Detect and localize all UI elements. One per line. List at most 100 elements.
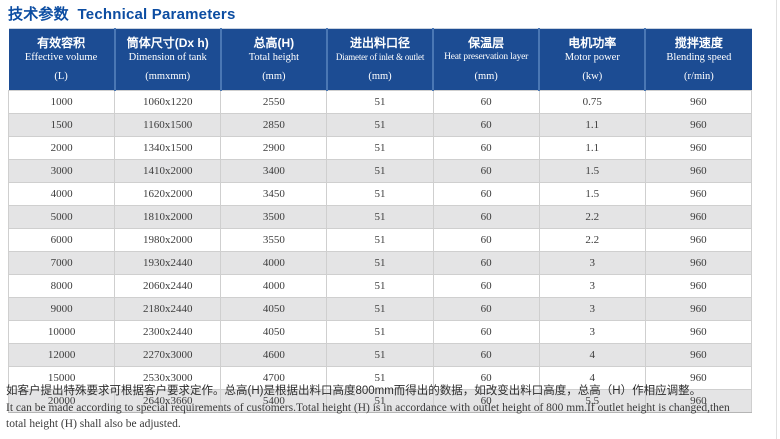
table-cell: 960: [644, 320, 753, 344]
technical-parameters-table: 有效容积 Effective volume (L) 筒体尺寸(Dx h) Dimensi…: [7, 28, 753, 413]
table-cell: 4000: [220, 251, 328, 275]
table-cell: 960: [644, 113, 753, 137]
table-cell: 4050: [220, 320, 328, 344]
table-cell: 1340x1500: [114, 136, 222, 160]
column-header: 搅拌速度 Blending speed (r/min): [645, 28, 752, 91]
table-cell: 2180x2440: [114, 297, 222, 321]
table-cell: 4050: [220, 297, 328, 321]
table-cell: 960: [644, 389, 753, 413]
table-cell: 60: [432, 90, 540, 114]
footnote-english-line1: It can be made according to special requ…: [6, 402, 730, 414]
table-cell: 1060x1220: [114, 90, 222, 114]
footnote: 如客户提出特殊要求可根据客户要求定作。总高(H)是根据出料口高度800mm而得出…: [6, 383, 768, 432]
table-cell: 12000: [7, 343, 116, 367]
column-header-english: Dimension of tank: [128, 52, 207, 63]
column-header-unit: (mmxmm): [145, 71, 191, 82]
table-body: 1000 1060x1220 2550 51 60 0.75 960 1500 1160x150…: [7, 90, 753, 413]
table-cell: 4600: [220, 343, 328, 367]
table-cell: 960: [644, 205, 753, 229]
column-header-english: Heat preservation layer: [444, 52, 529, 62]
table-cell: 1410x2000: [114, 159, 222, 183]
table-cell: 1810x2000: [114, 205, 222, 229]
table-cell: 1.5: [538, 182, 646, 206]
table-cell: 1980x2000: [114, 228, 222, 252]
table-cell: 3450: [220, 182, 328, 206]
table-cell: 4000: [7, 182, 116, 206]
table-cell: 0.75: [538, 90, 646, 114]
table-cell: 60: [432, 228, 540, 252]
table-cell: 60: [432, 274, 540, 298]
table-row: 4000 1620x2000 3450 51 60 1.5 960: [7, 182, 753, 206]
table-cell: 51: [326, 113, 434, 137]
table-cell: 1.5: [538, 159, 646, 183]
table-cell: 4: [538, 343, 646, 367]
table-cell: 51: [326, 136, 434, 160]
table-cell: 1930x2440: [114, 251, 222, 275]
table-cell: 51: [326, 366, 434, 390]
table-cell: 3500: [220, 205, 328, 229]
page-edge-divider: [776, 0, 777, 439]
column-header-chinese: 进出料口径: [349, 36, 410, 50]
table-row: 9000 2180x2440 4050 51 60 3 960: [7, 297, 753, 321]
table-cell: 2300x2440: [114, 320, 222, 344]
table-cell: 5000: [7, 205, 116, 229]
table-row: 8000 2060x2440 4000 51 60 3 960: [7, 274, 753, 298]
column-header-english: Blending speed: [666, 52, 732, 63]
footnote-english-line2: total height (H) shall also be adjusted.: [6, 418, 181, 430]
table-cell: 2850: [220, 113, 328, 137]
table-cell: 51: [326, 320, 434, 344]
table-cell: 2000: [7, 136, 116, 160]
table-cell: 9000: [7, 297, 116, 321]
column-header-unit: (mm): [262, 71, 286, 82]
table-cell: 60: [432, 182, 540, 206]
table-cell: 5400: [220, 389, 328, 413]
table-cell: 1160x1500: [114, 113, 222, 137]
table-header: 有效容积 Effective volume (L) 筒体尺寸(Dx h) Dimensi…: [8, 28, 752, 91]
column-header-unit: (r/min): [684, 71, 714, 82]
table-cell: 1.1: [538, 136, 646, 160]
table-cell: 60: [432, 251, 540, 275]
table-cell: 2060x2440: [114, 274, 222, 298]
table-cell: 3000: [7, 159, 116, 183]
table-cell: 51: [326, 182, 434, 206]
column-header: 电机功率 Motor power (kw): [539, 28, 647, 91]
table-row: 12000 2270x3000 4600 51 60 4 960: [7, 343, 753, 367]
page-title: 技术参数 Technical Parameters: [8, 6, 236, 23]
table-cell: 960: [644, 228, 753, 252]
table-cell: 51: [326, 274, 434, 298]
table-row: 1500 1160x1500 2850 51 60 1.1 960: [7, 113, 753, 137]
table-cell: 60: [432, 389, 540, 413]
column-header-unit: (mm): [474, 71, 498, 82]
table-cell: 6000: [7, 228, 116, 252]
table-cell: 4000: [220, 274, 328, 298]
table-cell: 3: [538, 320, 646, 344]
table-cell: 2.2: [538, 205, 646, 229]
table-cell: 15000: [7, 366, 116, 390]
table-row: 20000 2640x3660 5400 51 60 5.5 960: [7, 389, 753, 413]
table-row: 2000 1340x1500 2900 51 60 1.1 960: [7, 136, 753, 160]
table-cell: 960: [644, 366, 753, 390]
table-cell: 51: [326, 205, 434, 229]
table-cell: 2270x3000: [114, 343, 222, 367]
table-cell: 7000: [7, 251, 116, 275]
table-cell: 60: [432, 205, 540, 229]
column-header-english: Total height: [248, 52, 299, 63]
table-cell: 2.2: [538, 228, 646, 252]
table-cell: 2900: [220, 136, 328, 160]
column-header-unit: (kw): [582, 71, 603, 82]
column-header-english: Diameter of inlet & outlet: [335, 52, 425, 62]
column-header: 筒体尺寸(Dx h) Dimension of tank (mmxmm): [114, 28, 222, 91]
table-cell: 8000: [7, 274, 116, 298]
table-cell: 1.1: [538, 113, 646, 137]
column-header: 保温层 Heat preservation layer (mm): [433, 28, 541, 91]
table-cell: 2640x3660: [114, 389, 222, 413]
table-cell: 51: [326, 389, 434, 413]
footnote-chinese: 如客户提出特殊要求可根据客户要求定作。总高(H)是根据出料口高度800mm而得出…: [6, 385, 702, 397]
header-row: 有效容积 Effective volume (L) 筒体尺寸(Dx h) Dimensi…: [8, 28, 752, 91]
table-cell: 51: [326, 251, 434, 275]
table-cell: 1620x2000: [114, 182, 222, 206]
column-header: 总高(H) Total height (mm): [220, 28, 328, 91]
table-cell: 10000: [7, 320, 116, 344]
table-cell: 960: [644, 274, 753, 298]
